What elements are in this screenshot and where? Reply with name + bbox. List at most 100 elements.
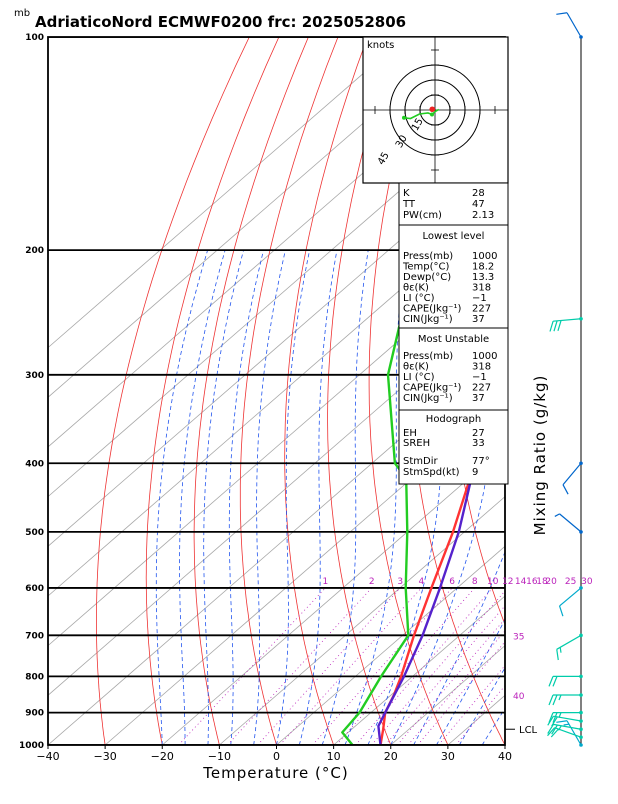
index-label: TT [402, 199, 416, 210]
lcl-label: LCL [519, 725, 538, 736]
x-tick-label: −30 [94, 750, 117, 763]
mixing-ratio-label: 8 [472, 577, 478, 587]
wind-barb-feather [553, 676, 557, 686]
pressure-tick-label: 700 [25, 631, 44, 641]
mixing-ratio-side-label: 40 [513, 692, 525, 702]
most-unstable-label: CAPE(Jkg⁻¹) [403, 383, 461, 394]
most-unstable-value: 227 [472, 383, 491, 394]
hodograph-stat-value: 33 [472, 438, 485, 449]
wind-barb [557, 634, 583, 660]
pressure-unit-label: mb [14, 8, 30, 19]
wind-barb-feather [556, 721, 567, 723]
wind-barb-staff [560, 588, 581, 606]
mixing-ratio-label: 2 [369, 577, 375, 587]
most-unstable-value: 318 [472, 362, 491, 373]
wind-barb-feather [549, 676, 553, 686]
lowest-level-value: 13.3 [472, 272, 494, 283]
wind-barb-feather [556, 13, 567, 15]
x-tick-label: 30 [441, 750, 455, 763]
mixing-ratio-side-label: 35 [513, 632, 524, 642]
lowest-level-value: 227 [472, 304, 491, 315]
mixing-ratio-label: 10 [487, 577, 499, 587]
wind-barb-feather [557, 649, 559, 660]
pressure-tick-label: 100 [25, 33, 44, 43]
most-unstable-value: −1 [472, 372, 487, 383]
wind-barb-staff [557, 635, 581, 649]
pressure-tick-label: 200 [25, 246, 44, 256]
wind-barb [549, 675, 583, 687]
wind-barb-staff [567, 13, 581, 37]
wind-barb-feather [554, 321, 557, 331]
dry-adiabat [558, 37, 618, 760]
lowest-level-label: θε(K) [403, 283, 429, 294]
lowest-level-label: Dewp(°C) [403, 272, 451, 283]
wind-barb-staff [553, 716, 581, 721]
mixing-ratio-label: 30 [581, 577, 593, 587]
hodograph-dot [430, 113, 434, 117]
most-unstable-label: Press(mb) [403, 351, 453, 362]
wind-barb-feather [550, 321, 553, 331]
x-tick-label: −10 [208, 750, 231, 763]
hodograph-stat-label: SREH [403, 438, 430, 449]
wind-barb-staff [563, 463, 581, 484]
most-unstable-value: 1000 [472, 351, 497, 362]
wind-barb [560, 586, 583, 616]
most-unstable-label: CIN(Jkg⁻¹) [403, 393, 453, 404]
lowest-level-value: 318 [472, 283, 491, 294]
pressure-tick-label: 800 [25, 672, 44, 682]
lowest-level-value: −1 [472, 293, 487, 304]
x-tick-label: 10 [327, 750, 341, 763]
storm-motion-marker [429, 106, 435, 112]
mixing-ratio-label: 12 [502, 577, 513, 587]
hodograph-stats-header: Hodograph [426, 414, 481, 425]
wind-barb [550, 317, 583, 332]
x-tick-label: −20 [151, 750, 174, 763]
hodograph-units-label: knots [367, 40, 394, 51]
lowest-level-label: Temp(°C) [402, 262, 450, 273]
wind-barb-half-feather [560, 647, 561, 652]
wind-barb [563, 461, 583, 494]
wind-barb-feather [553, 695, 557, 705]
wind-barb [549, 693, 583, 705]
wind-barb [556, 721, 582, 747]
pressure-tick-label: 400 [25, 459, 44, 469]
lowest-level-label: Press(mb) [403, 251, 453, 262]
lowest-level-value: 37 [472, 314, 485, 325]
hodograph-stat-value: 9 [472, 467, 478, 478]
pressure-tick-label: 900 [25, 709, 44, 719]
wind-barb-half-feather [559, 695, 561, 700]
wind-barb-half-feather [564, 724, 569, 725]
lowest-level-value: 1000 [472, 251, 497, 262]
mixing-ratio-label: 25 [565, 577, 576, 587]
wind-barb-half-feather [555, 514, 560, 517]
mixing-ratio-label: 14 [515, 577, 527, 587]
lowest-level-header: Lowest level [423, 231, 485, 242]
x-tick-label: 0 [273, 750, 280, 763]
pressure-tick-label: 500 [25, 528, 44, 538]
x-tick-label: 40 [498, 750, 512, 763]
index-label: PW(cm) [403, 210, 442, 221]
wind-barb [555, 514, 583, 534]
index-value: 2.13 [472, 210, 494, 221]
most-unstable-label: LI (°C) [403, 372, 435, 383]
wind-barb-feather [563, 485, 568, 494]
lowest-level-value: 18.2 [472, 262, 494, 273]
wind-barb-feather [549, 695, 553, 705]
hodograph-dot [402, 116, 406, 120]
x-tick-label: 20 [384, 750, 398, 763]
lowest-level-label: LI (°C) [403, 293, 435, 304]
pressure-tick-label: 300 [25, 371, 44, 381]
mixing-ratio-label: 4 [419, 577, 425, 587]
mixing-ratio-axis-label: Mixing Ratio (g/kg) [531, 375, 549, 536]
index-label: K [403, 188, 410, 199]
most-unstable-value: 37 [472, 393, 485, 404]
x-tick-label: −40 [36, 750, 59, 763]
most-unstable-header: Most Unstable [418, 334, 489, 345]
most-unstable-label: θε(K) [403, 362, 429, 373]
x-axis-label: Temperature (°C) [202, 764, 348, 782]
mixing-ratio-label: 1 [323, 577, 329, 587]
hodograph-stat-label: StmSpd(kt) [403, 467, 460, 478]
lowest-level-label: CIN(Jkg⁻¹) [403, 314, 453, 325]
